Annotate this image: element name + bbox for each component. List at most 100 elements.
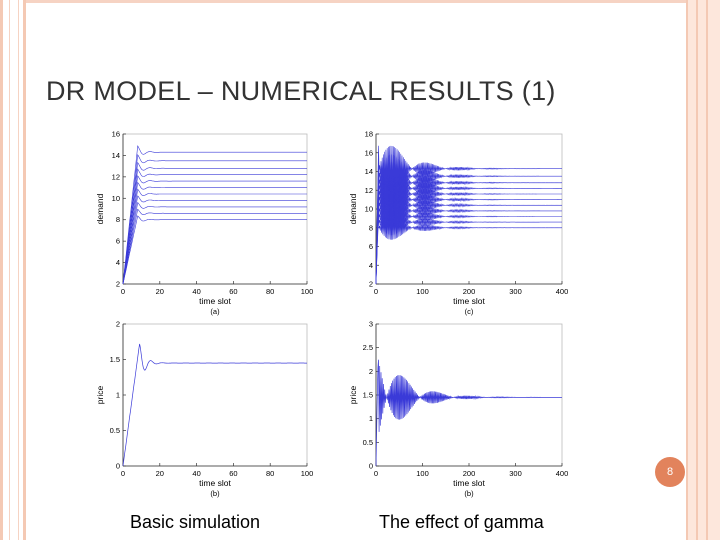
series-line [375,154,562,285]
y-tick-label: 2 [116,280,120,289]
y-tick-label: 2 [369,280,373,289]
series-line [375,161,563,285]
slide-frame-left [0,0,26,540]
series-line [122,343,307,467]
y-tick-label: 16 [112,130,120,139]
x-tick-label: 400 [556,287,569,296]
series-line [122,153,307,285]
y-tick-label: 6 [116,237,120,246]
y-tick-label: 10 [112,194,120,203]
x-axis-label: time slot [453,296,485,306]
y-axis-label: demand [95,193,105,224]
x-tick-label: 40 [192,287,200,296]
series-line [122,181,307,285]
plot-frame [122,323,308,467]
y-tick-label: 2 [369,367,373,376]
x-tick-label: 200 [463,469,476,478]
y-tick-label: 12 [112,172,120,181]
y-tick-label: 16 [365,148,373,157]
series-line [122,188,307,285]
y-axis-label: price [348,386,358,405]
y-tick-label: 14 [365,167,373,176]
y-axis-label: price [95,386,105,405]
y-tick-label: 0 [369,462,373,471]
series-group [375,145,563,285]
y-tick-label: 3 [369,320,373,329]
x-tick-label: 100 [416,287,429,296]
y-tick-label: 4 [369,261,373,270]
x-axis-label: time slot [199,478,231,488]
y-tick-label: 1.5 [363,391,373,400]
series-line [122,215,307,285]
chart-demand-gamma: 0 100 200 300 400 2 4 6 8 10 12 14 16 18 time slot dema… [348,130,569,317]
series-line [375,195,562,285]
y-tick-label: 10 [365,205,373,214]
y-tick-label: 0.5 [363,438,373,447]
chart-price-basic: 0 20 40 60 80 100 0 0.5 1 1.5 2 time slot price (b) [95,320,314,499]
series-line [122,201,307,285]
chart-price-gamma: 0 100 200 300 400 0 0.5 1 1.5 2 2.5 3 time slot price… [348,320,569,499]
x-tick-label: 200 [463,287,476,296]
series-line [375,201,562,285]
y-tick-label: 1 [369,414,373,423]
x-tick-label: 100 [301,469,314,478]
x-tick-label: 80 [266,287,274,296]
series-line [375,188,563,285]
x-axis-label: time slot [453,478,485,488]
x-tick-label: 0 [121,469,125,478]
caption-basic-simulation: Basic simulation [130,512,261,532]
y-tick-label: 18 [365,130,373,139]
x-tick-label: 400 [556,469,569,478]
series-line [375,145,562,285]
x-tick-label: 80 [266,469,274,478]
series-line [375,215,563,285]
series-line [122,168,307,285]
plot-frame [122,133,308,285]
x-tick-label: 20 [156,287,164,296]
y-tick-label: 2 [116,320,120,329]
y-tick-label: 1 [116,391,120,400]
series-line [122,208,307,285]
series-line [122,145,307,285]
caption-effect-of-gamma: The effect of gamma [379,512,544,532]
y-tick-label: 6 [369,242,373,251]
panel-label: (b) [210,489,220,498]
series-line [375,208,562,285]
series-line [122,175,307,285]
y-tick-label: 1.5 [110,355,120,364]
series-line [375,359,563,467]
x-tick-label: 300 [509,469,522,478]
y-tick-label: 0 [116,462,120,471]
x-tick-label: 0 [374,469,378,478]
panel-label: (a) [210,307,220,316]
series-group [375,359,563,467]
series-group [122,343,307,467]
slide-frame-right [686,0,720,540]
x-tick-label: 100 [416,469,429,478]
page-number-badge: 8 [655,457,685,487]
series-line [375,181,562,285]
x-tick-label: 40 [192,469,200,478]
y-tick-label: 0.5 [110,426,120,435]
chart-demand-basic: 0 20 40 60 80 100 2 4 6 8 10 12 14 16 time slot demand (… [95,130,313,317]
y-axis-label: demand [348,193,358,224]
series-line [122,161,307,285]
y-tick-label: 4 [116,258,120,267]
series-group [122,145,307,285]
slide-frame-top [0,0,720,3]
y-tick-label: 8 [116,215,120,224]
y-tick-label: 2.5 [363,343,373,352]
x-tick-label: 60 [229,287,237,296]
x-tick-label: 300 [509,287,522,296]
x-tick-label: 60 [229,469,237,478]
series-line [122,195,307,285]
panel-label: (c) [465,307,474,316]
slide-title: DR MODEL – NUMERICAL RESULTS (1) [46,76,556,106]
x-tick-label: 0 [374,287,378,296]
x-axis-label: time slot [199,296,231,306]
y-tick-label: 8 [369,223,373,232]
series-line [375,174,562,285]
x-tick-label: 20 [156,469,164,478]
x-tick-label: 0 [121,287,125,296]
panel-label: (b) [464,489,474,498]
